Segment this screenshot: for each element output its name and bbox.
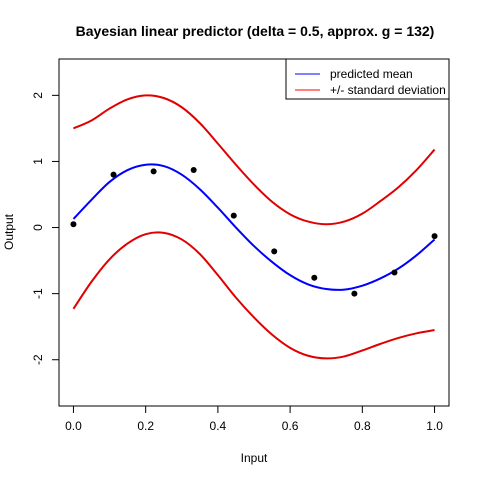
x-tick-label: 0.4 bbox=[210, 419, 227, 433]
y-tick-label: 0 bbox=[31, 224, 45, 231]
legend: predicted mean +/- standard deviation bbox=[285, 58, 450, 100]
data-point bbox=[110, 171, 117, 178]
y-tick-label: 2 bbox=[31, 92, 45, 99]
y-tick-label: -1 bbox=[31, 288, 45, 299]
upper-band-line bbox=[73, 94, 436, 226]
lower-band-line bbox=[72, 231, 435, 360]
legend-label-mean: predicted mean bbox=[330, 67, 413, 81]
y-tick-label: 1 bbox=[31, 158, 45, 165]
x-axis-label: Input bbox=[241, 451, 268, 465]
x-tick-label: 0.6 bbox=[282, 419, 299, 433]
legend-box bbox=[285, 58, 450, 100]
points-layer bbox=[70, 167, 438, 297]
mean-line bbox=[72, 163, 436, 291]
data-point bbox=[271, 248, 278, 255]
data-point bbox=[150, 168, 157, 175]
x-tick-label: 0.0 bbox=[65, 419, 82, 433]
chart-title: Bayesian linear predictor (delta = 0.5, … bbox=[76, 23, 435, 39]
legend-label-band: +/- standard deviation bbox=[330, 83, 446, 97]
data-point bbox=[311, 274, 318, 281]
data-point bbox=[391, 269, 398, 276]
data-point bbox=[190, 167, 197, 174]
y-axis-label: Output bbox=[2, 213, 16, 250]
series-layer bbox=[72, 94, 436, 360]
data-point bbox=[70, 221, 77, 228]
data-point bbox=[431, 233, 438, 240]
x-axis: 0.0 0.2 0.4 0.6 0.8 1.0 bbox=[65, 405, 443, 433]
x-tick-label: 1.0 bbox=[426, 419, 443, 433]
y-tick-label: -2 bbox=[31, 354, 45, 365]
data-point bbox=[230, 212, 237, 219]
x-tick-label: 0.8 bbox=[354, 419, 371, 433]
plot-frame bbox=[58, 58, 450, 407]
data-point bbox=[351, 290, 358, 297]
y-axis: -2 -1 0 1 2 bbox=[31, 92, 60, 365]
x-tick-label: 0.2 bbox=[137, 419, 154, 433]
